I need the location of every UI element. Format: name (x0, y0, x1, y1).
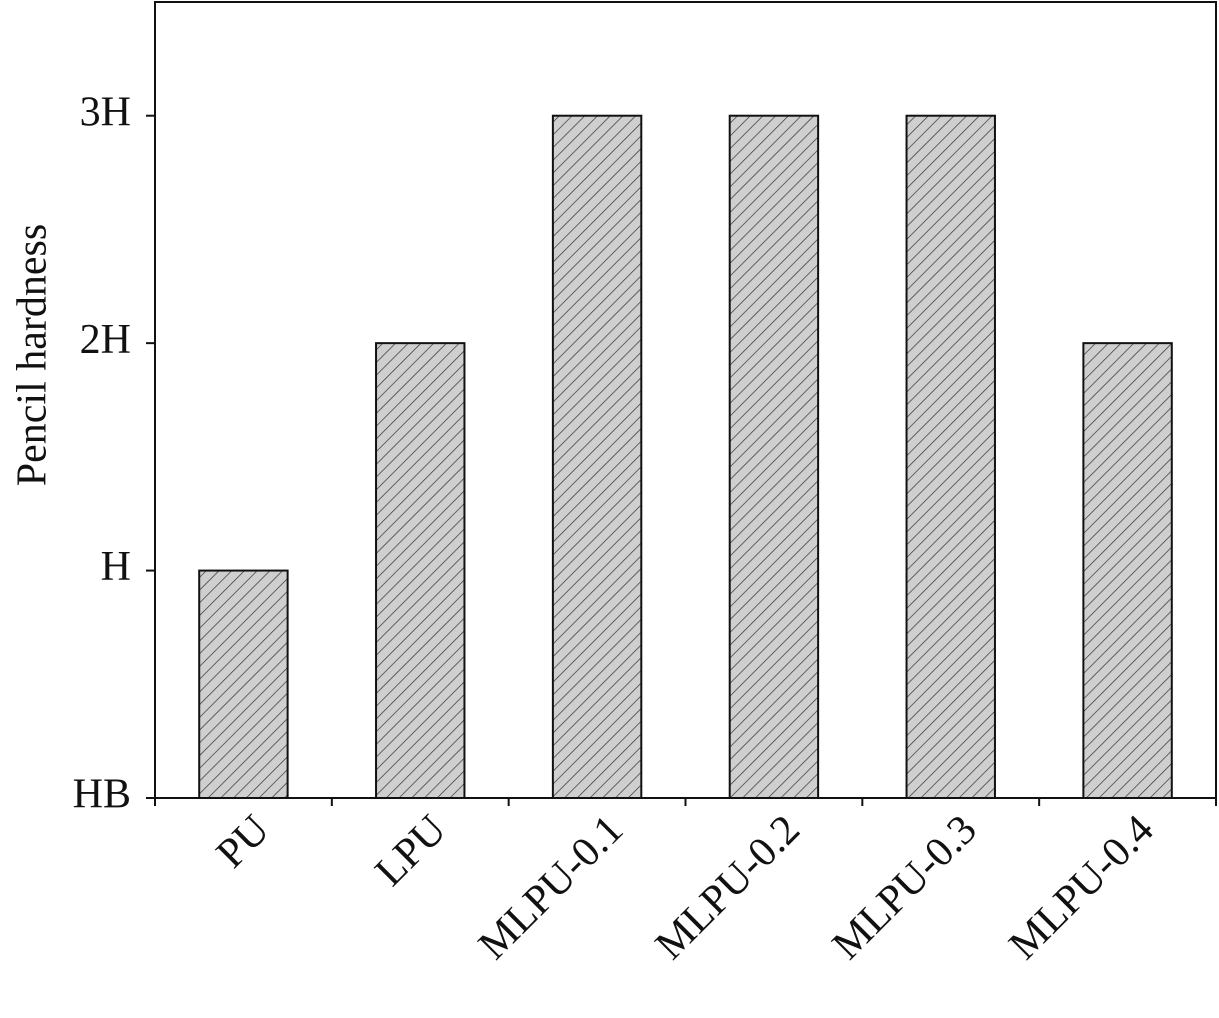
bar (551, 114, 643, 799)
y-tick-label: 2H (80, 317, 131, 363)
x-tick-label: MLPU-0.2 (647, 807, 809, 969)
bar (728, 114, 820, 799)
y-tick-label: H (101, 544, 131, 590)
bar (375, 342, 466, 799)
x-tick-label: MLPU-0.4 (1001, 807, 1163, 969)
x-tick-label: MLPU-0.1 (470, 807, 632, 969)
x-tick-label: LPU (367, 807, 456, 896)
x-tick-label: MLPU-0.3 (824, 807, 986, 969)
bar (905, 114, 996, 799)
bar (1082, 342, 1173, 799)
y-tick-label: HB (73, 772, 131, 818)
plot-frame (154, 1, 1217, 799)
bar (198, 569, 289, 799)
x-tick-label: PU (208, 807, 279, 878)
y-axis-label: Pencil hardness (10, 224, 56, 486)
y-tick-label: 3H (80, 89, 131, 135)
